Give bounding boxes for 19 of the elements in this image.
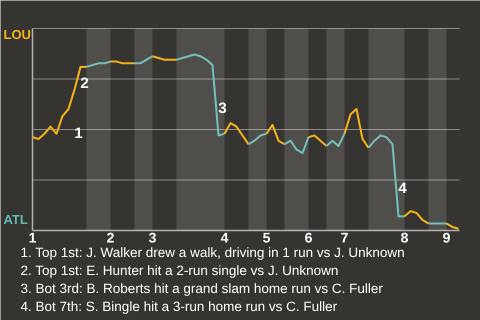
annotation: 1 (74, 125, 83, 142)
text: 2. Top 1st: E. Hunter hit a 2-run single vs J. Unknown (20, 263, 338, 278)
annotation: 3 (218, 100, 227, 117)
x-tick-label: 5 (262, 230, 271, 246)
x-tick-label: 2 (106, 230, 115, 246)
text: LOU (4, 27, 31, 42)
x-tick-label: 1 (28, 230, 37, 246)
text: 3. Bot 3rd: B. Roberts hit a grand slam home run vs C. Fuller (20, 281, 384, 296)
x-tick-label: 8 (400, 230, 409, 246)
x-tick-label: 7 (340, 230, 349, 246)
text: 1. Top 1st: J. Walker drew a walk, driving in 1 run vs J. Unknown (20, 245, 405, 260)
x-tick-label: 9 (442, 230, 451, 246)
annotation: 2 (80, 75, 89, 92)
text: 4. Bot 7th: S. Bingle hit a 3-run home run vs C. Fuller (20, 299, 338, 314)
annotation: 4 (398, 180, 408, 197)
text: ATL (4, 212, 28, 227)
x-tick-label: 6 (304, 230, 313, 246)
x-tick-label: 4 (220, 230, 229, 246)
x-tick-label: 3 (148, 230, 157, 246)
